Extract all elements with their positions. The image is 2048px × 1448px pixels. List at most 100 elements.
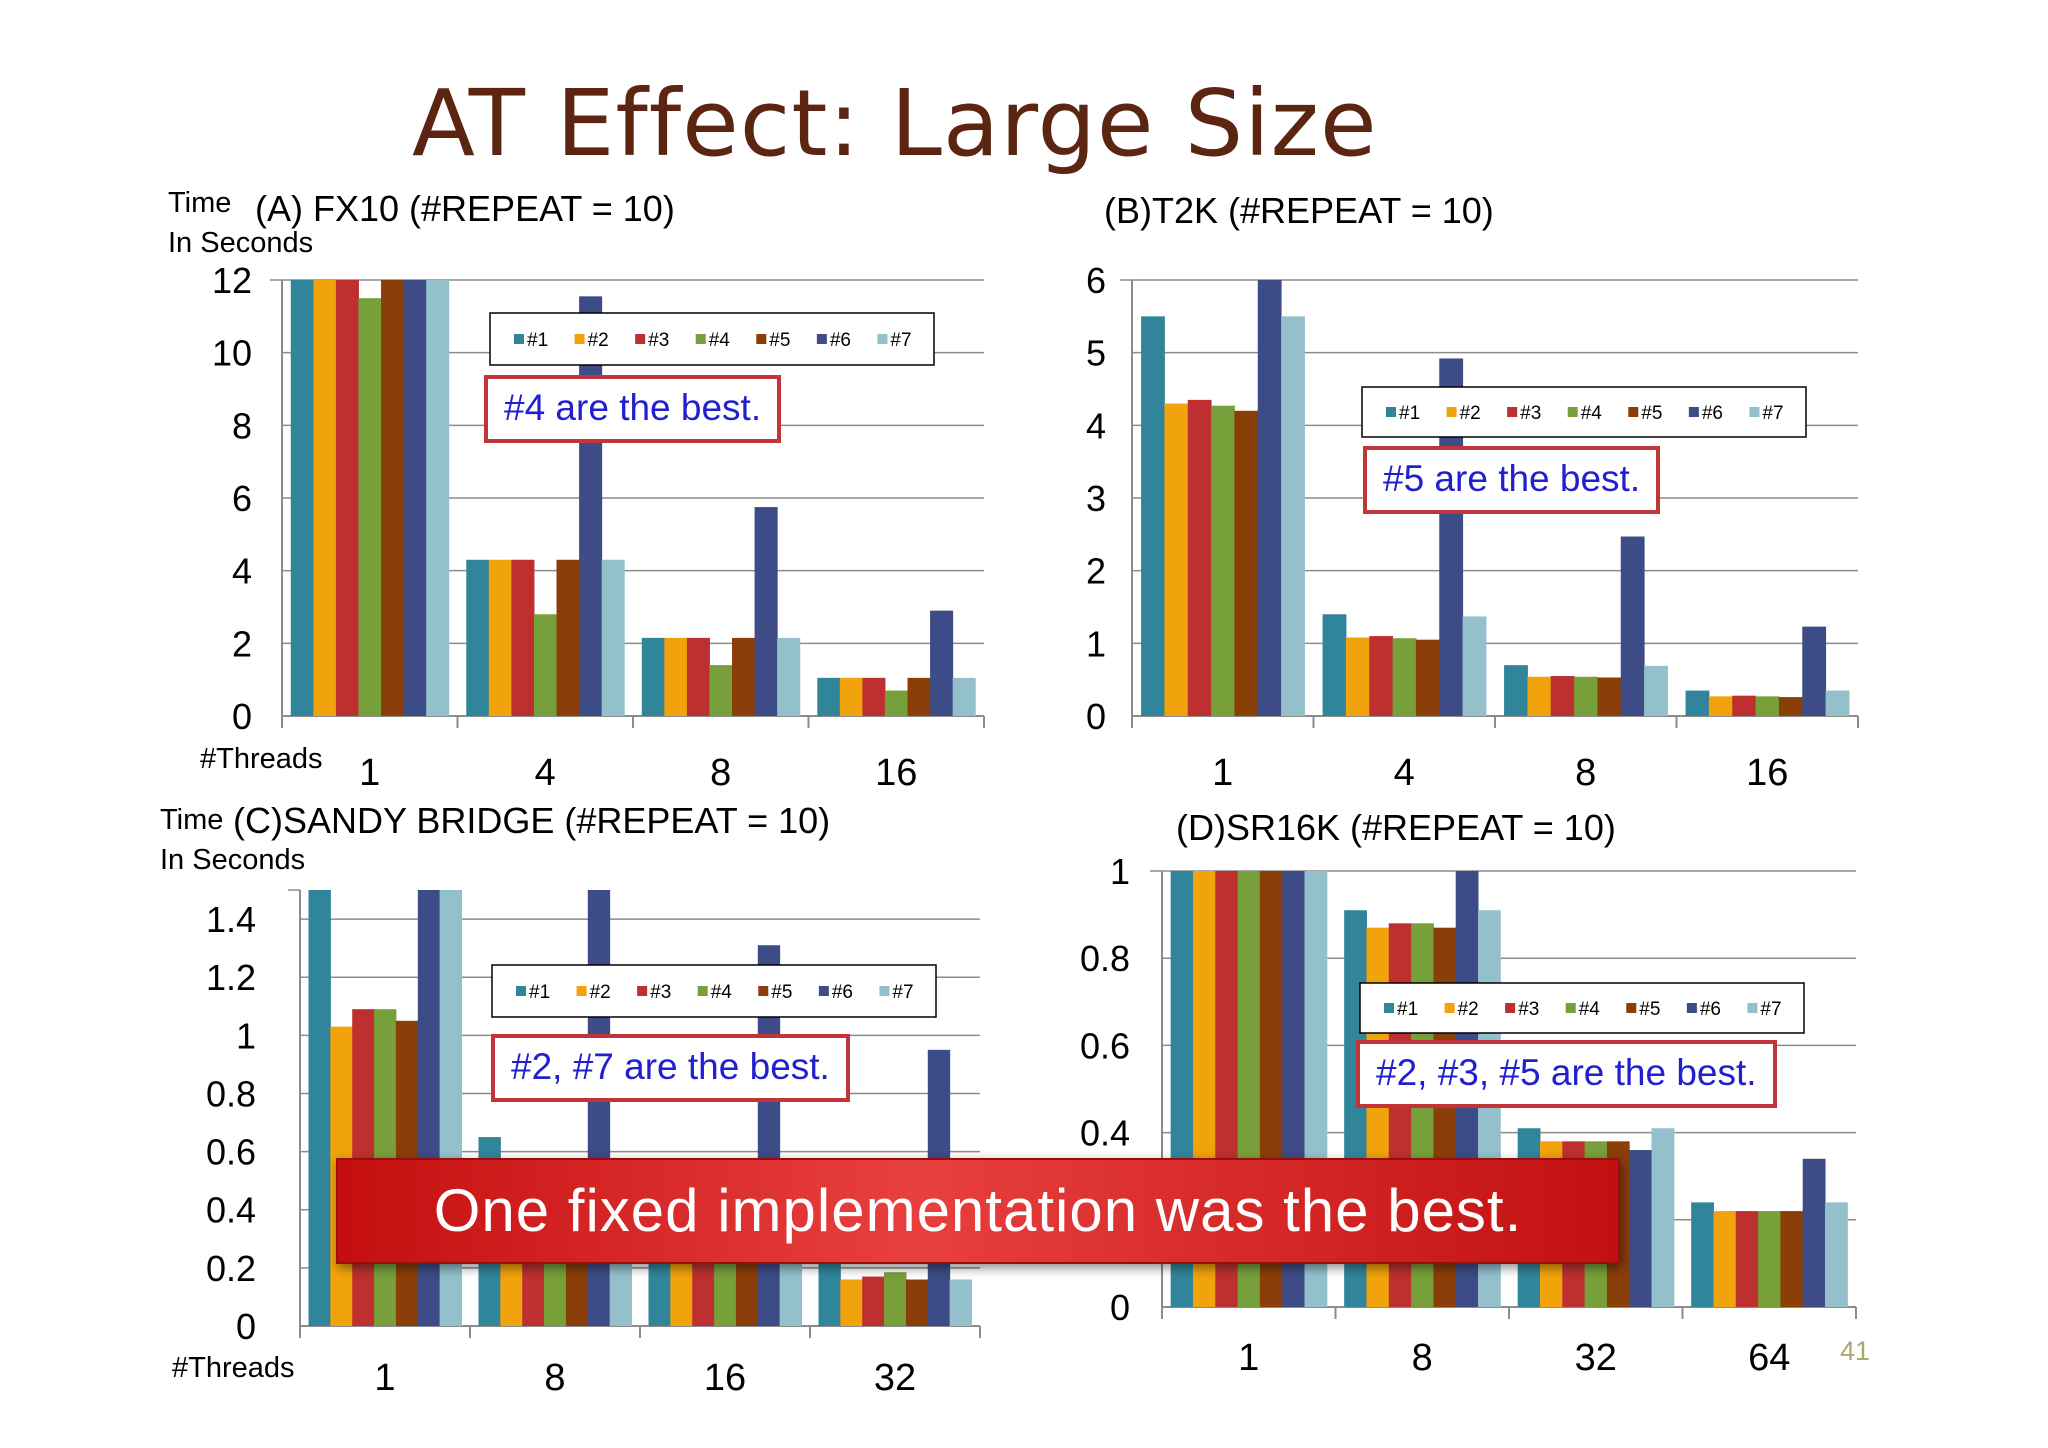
- chart-a-ytick-6: 12: [212, 260, 252, 301]
- chart-b-bar-s5-1: [1234, 410, 1259, 716]
- chart-c-xlabel: #Threads: [172, 1352, 295, 1384]
- chart-b-ytick-4: 4: [1086, 405, 1106, 446]
- chart-a-bar-s3-8: [686, 637, 710, 716]
- chart-d-bar-s4-64: [1758, 1211, 1781, 1307]
- chart-b-legend-label-4: #4: [1581, 403, 1603, 424]
- chart-b-ytick-6: 6: [1086, 260, 1106, 301]
- chart-a-bar-s5-1: [381, 280, 405, 716]
- chart-b-bar-s6-16: [1802, 626, 1827, 716]
- chart-a-bar-s3-1: [335, 280, 359, 716]
- chart-c-bar-s7-32: [949, 1279, 972, 1326]
- chart-a-bar-s1-8: [641, 637, 665, 716]
- chart-d-bar-s7-64: [1825, 1202, 1848, 1307]
- chart-b-bar-s3-8: [1550, 676, 1575, 716]
- chart-b-bar-s7-16: [1825, 690, 1850, 716]
- chart-a-bar-s4-8: [709, 665, 733, 716]
- chart-a-legend-swatch-1: [514, 334, 524, 344]
- chart-c-ylabel-line1: Time: [160, 804, 224, 836]
- page-number: 41: [1840, 1336, 1871, 1366]
- chart-a-legend-label-5: #5: [769, 330, 790, 351]
- chart-a-category-16: 16: [875, 752, 917, 794]
- chart-c-ytick-7: 1.4: [206, 899, 256, 940]
- chart-a-legend-swatch-6: [816, 334, 827, 344]
- chart-a-ytick-1: 2: [232, 623, 252, 664]
- chart-c-bar-s1-1: [308, 890, 331, 1326]
- chart-d-legend-swatch-7: [1747, 1003, 1758, 1013]
- chart-b-bar-s2-16: [1708, 696, 1733, 716]
- chart-a-bar-s4-4: [533, 614, 558, 716]
- chart-b-bar-s4-16: [1755, 696, 1780, 716]
- chart-b-legend-swatch-2: [1446, 407, 1457, 417]
- chart-c-bar-s7-16: [779, 1253, 802, 1326]
- chart-a-legend-swatch-5: [756, 334, 767, 344]
- chart-c-bar-s4-32: [884, 1272, 907, 1326]
- chart-b-bar-s2-4: [1345, 637, 1370, 716]
- chart-a-bar-s5-16: [907, 677, 931, 716]
- chart-c-bar-s3-16: [692, 1253, 715, 1326]
- chart-b-legend-swatch-5: [1628, 407, 1639, 417]
- chart-d-legend-label-2: #2: [1458, 999, 1479, 1020]
- chart-c-ytick-4: 0.8: [206, 1073, 256, 1114]
- chart-b-ytick-5: 5: [1086, 333, 1106, 374]
- chart-a-legend-label-1: #1: [527, 330, 548, 351]
- chart-a-bar-s7-16: [952, 677, 976, 716]
- chart-b-ytick-3: 3: [1086, 478, 1106, 519]
- chart-b-legend-label-5: #5: [1641, 403, 1662, 424]
- chart-a-bar-s5-8: [732, 637, 756, 716]
- chart-b-bar-s4-8: [1574, 676, 1598, 716]
- chart-c-legend-label-3: #3: [650, 982, 671, 1003]
- chart-b-bar-s4-1: [1211, 405, 1235, 716]
- chart-a-legend-swatch-4: [695, 334, 706, 344]
- chart-d-ytick-4: 0.8: [1080, 938, 1130, 979]
- chart-a-category-8: 8: [710, 752, 731, 794]
- chart-d-legend-label-1: #1: [1397, 999, 1418, 1020]
- chart-c-ytick-5: 1: [236, 1015, 256, 1056]
- chart-c-ytick-3: 0.6: [206, 1132, 256, 1173]
- chart-c-ytick-6: 1.2: [206, 957, 256, 998]
- chart-a-bar-s6-8: [754, 507, 778, 716]
- chart-c-bar-s1-32: [818, 1262, 841, 1326]
- chart-d-category-8: 8: [1412, 1337, 1433, 1379]
- chart-a-bar-s2-1: [313, 280, 337, 716]
- chart-d-legend-label-6: #6: [1700, 999, 1721, 1020]
- chart-c-legend-label-6: #6: [832, 982, 853, 1003]
- chart-a-bar-s7-4: [601, 559, 625, 716]
- chart-a-bar-s4-1: [358, 298, 382, 716]
- chart-b-bar-s7-1: [1281, 316, 1305, 716]
- chart-a-bar-s3-16: [862, 677, 886, 716]
- chart-b-legend-box: [1361, 386, 1807, 438]
- chart-a-ylabel-line2: In Seconds: [168, 227, 314, 259]
- chart-a-legend-swatch-7: [877, 334, 888, 344]
- chart-d-title: (D)SR16K (#REPEAT = 10): [1176, 807, 1616, 848]
- chart-c-category-1: 1: [374, 1357, 395, 1399]
- chart-c-legend-swatch-4: [697, 986, 708, 996]
- chart-d-bar-s6-64: [1802, 1158, 1826, 1307]
- chart-d-ytick-5: 1: [1110, 851, 1130, 892]
- chart-d-bar-s3-64: [1735, 1211, 1759, 1307]
- chart-d-legend-swatch-2: [1444, 1003, 1455, 1013]
- chart-c-legend-label-7: #7: [892, 982, 913, 1003]
- chart-d-category-32: 32: [1575, 1337, 1617, 1379]
- chart-c-ytick-1: 0.2: [206, 1248, 256, 1289]
- chart-b-category-4: 4: [1394, 752, 1415, 794]
- chart-c-legend-swatch-1: [516, 986, 526, 996]
- chart-d-legend-label-7: #7: [1760, 999, 1781, 1020]
- chart-b-legend-label-1: #1: [1399, 403, 1420, 424]
- chart-b-legend-swatch-4: [1567, 407, 1578, 417]
- chart-c-legend-swatch-7: [879, 986, 890, 996]
- chart-d-bar-s2-64: [1713, 1211, 1737, 1307]
- chart-c-title: (C)SANDY BRIDGE (#REPEAT = 10): [233, 800, 831, 841]
- chart-c-legend-label-2: #2: [590, 982, 611, 1003]
- chart-c-legend-swatch-6: [818, 986, 829, 996]
- chart-c-category-8: 8: [544, 1357, 565, 1399]
- chart-b-ytick-2: 2: [1086, 551, 1106, 592]
- chart-a-bar-s5-4: [556, 559, 580, 716]
- chart-c-bar-s2-16: [670, 1253, 693, 1326]
- chart-d-legend-swatch-3: [1505, 1003, 1516, 1013]
- chart-b-legend-label-7: #7: [1762, 403, 1783, 424]
- chart-b-bar-s2-1: [1164, 403, 1189, 716]
- chart-a-bar-s3-4: [511, 559, 535, 716]
- chart-a-legend-label-6: #6: [830, 330, 851, 351]
- chart-b-category-16: 16: [1746, 752, 1788, 794]
- chart-a-bar-s1-4: [466, 559, 490, 716]
